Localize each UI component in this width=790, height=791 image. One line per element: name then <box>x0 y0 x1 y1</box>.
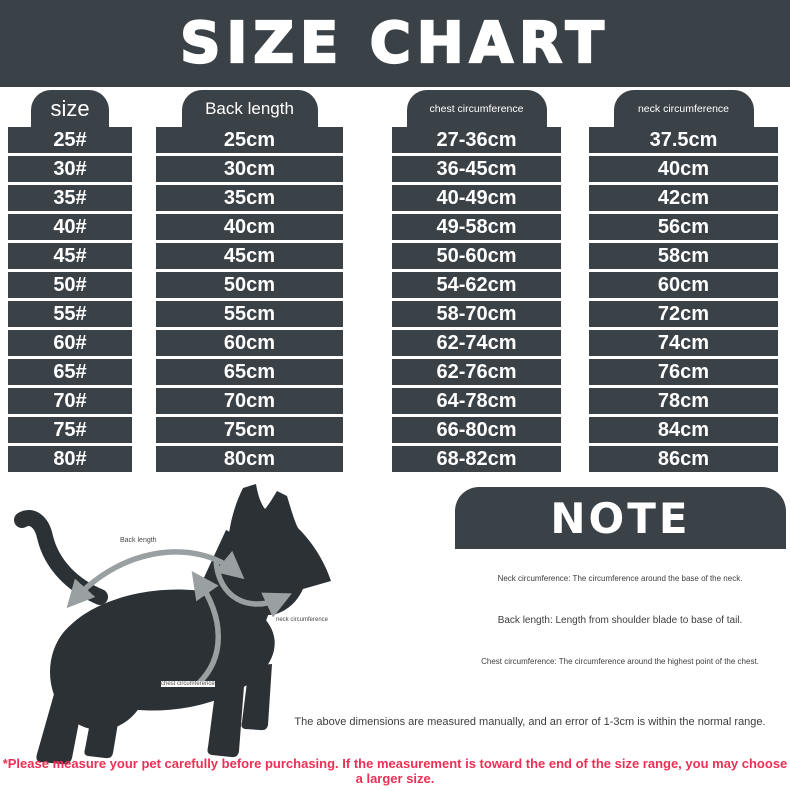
dog-diagram <box>0 482 440 777</box>
column-cells: 25cm 30cm 35cm 40cm 45cm 50cm 55cm 60cm 65cm 70cm… <box>156 127 343 472</box>
table-cell: 45cm <box>156 243 343 269</box>
table-cell: 68-82cm <box>392 446 561 472</box>
table-cell: 42cm <box>589 185 778 211</box>
table-cell: 54-62cm <box>392 272 561 298</box>
table-cell: 75# <box>8 417 132 443</box>
table-cell: 40cm <box>589 156 778 182</box>
dog-silhouette <box>14 484 331 765</box>
diagram-label-neck: neck circumference <box>274 616 331 624</box>
table-cell: 25# <box>8 127 132 153</box>
table-cell: 25cm <box>156 127 343 153</box>
column-tab-back-length: Back length <box>181 90 318 127</box>
table-cell: 58-70cm <box>392 301 561 327</box>
table-cell: 80# <box>8 446 132 472</box>
column-tab-chest: chest circumference <box>406 90 547 127</box>
table-cell: 35# <box>8 185 132 211</box>
table-cell: 75cm <box>156 417 343 443</box>
table-cell: 49-58cm <box>392 214 561 240</box>
table-cell: 27-36cm <box>392 127 561 153</box>
column-label: neck circumference <box>637 102 730 115</box>
table-cell: 40cm <box>156 214 343 240</box>
table-cell: 45# <box>8 243 132 269</box>
table-cell: 40-49cm <box>392 185 561 211</box>
table-cell: 60# <box>8 330 132 356</box>
table-cell: 74cm <box>589 330 778 356</box>
table-cell: 58cm <box>589 243 778 269</box>
title-banner: SIZE CHART <box>0 0 790 87</box>
table-cell: 50cm <box>156 272 343 298</box>
column-tab-size: size <box>31 90 109 127</box>
diagram-label-back-length: Back length <box>120 537 157 544</box>
neck-arrow <box>213 559 292 618</box>
table-cell: 56cm <box>589 214 778 240</box>
table-cell: 80cm <box>156 446 343 472</box>
column-label: chest circumference <box>429 102 524 115</box>
column-label: size <box>50 95 90 121</box>
table-cell: 72cm <box>589 301 778 327</box>
table-cell: 66-80cm <box>392 417 561 443</box>
table-cell: 55# <box>8 301 132 327</box>
table-cell: 70# <box>8 388 132 414</box>
diagram-label-chest: chest circumference <box>161 681 215 687</box>
table-cell: 60cm <box>589 272 778 298</box>
table-cell: 70cm <box>156 388 343 414</box>
column-cells: 27-36cm 36-45cm 40-49cm 49-58cm 50-60cm 54-62… <box>392 127 561 472</box>
note-title: NOTE <box>550 493 691 543</box>
column-size: size 25# 30# 35# 40# 45# 50# 55# 60# 65# 70# 75# 80… <box>8 90 132 472</box>
table-cell: 62-76cm <box>392 359 561 385</box>
table-cell: 76cm <box>589 359 778 385</box>
table-cell: 40# <box>8 214 132 240</box>
table-cell: 62-74cm <box>392 330 561 356</box>
table-cell: 65cm <box>156 359 343 385</box>
table-cell: 55cm <box>156 301 343 327</box>
table-cell: 86cm <box>589 446 778 472</box>
column-label: Back length <box>205 98 294 118</box>
column-chest-circumference: chest circumference 27-36cm 36-45cm 40-49c… <box>392 90 561 472</box>
note-item-back-length: Back length: Length from shoulder blade … <box>497 615 743 626</box>
column-cells: 37.5cm 40cm 42cm 56cm 58cm 60cm 72cm 74cm 76cm 78… <box>589 127 778 472</box>
table-cell: 84cm <box>589 417 778 443</box>
note-item-chest: Chest circumference: The circumference a… <box>481 657 759 666</box>
back-length-arrow <box>66 549 245 609</box>
table-cell: 50# <box>8 272 132 298</box>
column-cells: 25# 30# 35# 40# 45# 50# 55# 60# 65# 70# 75# 80# <box>8 127 132 472</box>
table-cell: 36-45cm <box>392 156 561 182</box>
dog-silhouette-svg <box>14 484 331 765</box>
table-cell: 30# <box>8 156 132 182</box>
table-cell: 50-60cm <box>392 243 561 269</box>
column-neck-circumference: neck circumference 37.5cm 40cm 42cm 56cm 58c… <box>589 90 778 472</box>
table-cell: 64-78cm <box>392 388 561 414</box>
disclaimer-text: *Please measure your pet carefully befor… <box>2 756 788 786</box>
note-item-neck: Neck circumference: The circumference ar… <box>497 574 743 583</box>
table-cell: 35cm <box>156 185 343 211</box>
page-title: SIZE CHART <box>179 10 610 77</box>
tolerance-note: The above dimensions are measured manual… <box>294 716 766 728</box>
column-tab-neck: neck circumference <box>613 90 754 127</box>
table-cell: 60cm <box>156 330 343 356</box>
table-cell: 78cm <box>589 388 778 414</box>
table-cell: 65# <box>8 359 132 385</box>
table-cell: 30cm <box>156 156 343 182</box>
note-banner: NOTE <box>455 487 786 549</box>
column-back-length: Back length 25cm 30cm 35cm 40cm 45cm 50cm 55cm… <box>156 90 343 472</box>
table-cell: 37.5cm <box>589 127 778 153</box>
chest-arrow <box>191 570 221 686</box>
